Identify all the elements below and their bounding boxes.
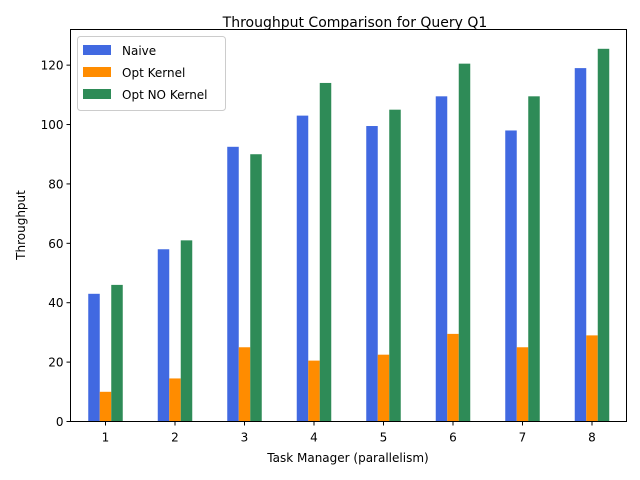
y-tick-label: 80 bbox=[48, 177, 63, 191]
bar-opt-no-kernel-7 bbox=[528, 96, 540, 422]
x-axis-label: Task Manager (parallelism) bbox=[266, 451, 428, 465]
y-tick-label: 0 bbox=[56, 415, 64, 429]
x-tick-label: 1 bbox=[102, 431, 110, 445]
bar-naive-8 bbox=[574, 68, 587, 422]
plot-frame bbox=[70, 29, 627, 422]
bar-naive-7 bbox=[505, 130, 517, 422]
y-tick-label: 120 bbox=[41, 59, 64, 73]
legend: Naive Opt Kernel Opt NO Kernel bbox=[77, 36, 226, 111]
bar-naive-5 bbox=[366, 126, 378, 422]
x-axis: 1 2 3 4 5 6 7 8 bbox=[102, 421, 596, 445]
x-tick-label: 6 bbox=[449, 431, 457, 445]
bar-opt-kernel-4 bbox=[308, 360, 320, 422]
legend-swatch bbox=[83, 67, 111, 77]
bars-group bbox=[88, 48, 610, 422]
legend-label: Opt NO Kernel bbox=[122, 88, 208, 102]
x-tick-label: 2 bbox=[171, 431, 179, 445]
x-tick-label: 4 bbox=[310, 431, 318, 445]
bar-naive-4 bbox=[296, 115, 309, 422]
bar-opt-no-kernel-5 bbox=[389, 109, 401, 422]
bar-opt-kernel-3 bbox=[238, 347, 251, 422]
bar-opt-kernel-1 bbox=[99, 391, 112, 422]
bar-opt-kernel-6 bbox=[447, 333, 459, 422]
legend-label: Opt Kernel bbox=[122, 66, 185, 80]
bar-opt-kernel-5 bbox=[377, 354, 390, 422]
bar-opt-no-kernel-2 bbox=[180, 240, 193, 422]
bar-opt-kernel-7 bbox=[516, 347, 529, 422]
y-tick-label: 60 bbox=[48, 237, 63, 251]
bar-opt-no-kernel-8 bbox=[597, 48, 610, 422]
bar-opt-no-kernel-6 bbox=[458, 63, 471, 422]
chart-title: Throughput Comparison for Query Q1 bbox=[222, 15, 488, 31]
x-tick-label: 8 bbox=[588, 431, 596, 445]
bar-opt-no-kernel-1 bbox=[111, 284, 123, 422]
y-axis: 0 20 40 60 80 100 120 bbox=[41, 59, 71, 429]
x-tick-label: 3 bbox=[241, 431, 249, 445]
y-tick-label: 40 bbox=[48, 296, 63, 310]
bar-naive-3 bbox=[227, 146, 239, 422]
bar-opt-no-kernel-4 bbox=[319, 82, 332, 422]
bar-naive-2 bbox=[157, 249, 170, 422]
bar-opt-kernel-8 bbox=[586, 335, 598, 422]
legend-frame bbox=[77, 36, 226, 111]
y-axis-label: Throughput bbox=[14, 190, 28, 261]
bar-naive-1 bbox=[88, 293, 100, 422]
legend-swatch bbox=[83, 45, 111, 55]
legend-label: Naive bbox=[122, 44, 156, 58]
y-tick-label: 100 bbox=[41, 118, 64, 132]
y-tick-label: 20 bbox=[48, 356, 63, 370]
bar-naive-6 bbox=[435, 96, 448, 422]
x-tick-label: 5 bbox=[380, 431, 388, 445]
x-tick-label: 7 bbox=[519, 431, 527, 445]
legend-swatch bbox=[83, 89, 111, 99]
bar-opt-kernel-2 bbox=[169, 378, 181, 422]
bar-opt-no-kernel-3 bbox=[250, 154, 262, 422]
